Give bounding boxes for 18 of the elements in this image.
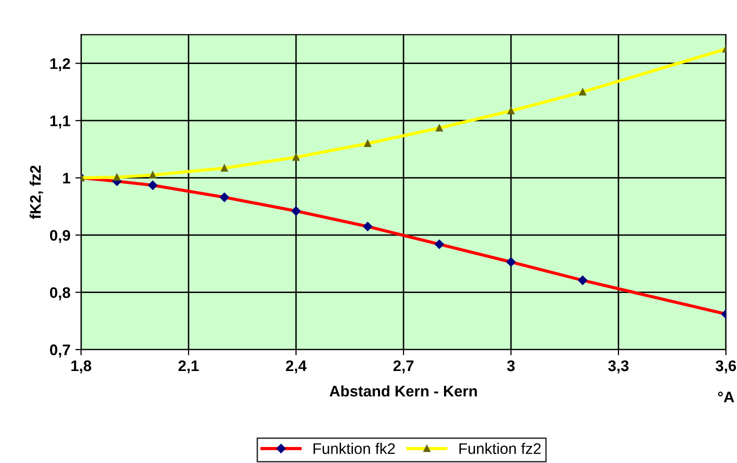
x-tick-label: 3 — [507, 360, 515, 372]
y-tick-label: 1 — [63, 172, 70, 184]
y-tick-label: 0,7 — [50, 344, 70, 358]
x-axis-title: Abstand Kern - Kern — [330, 385, 477, 397]
y-axis-title: fK2, fz2 — [30, 166, 44, 220]
x-tick-label: 3,3 — [608, 360, 629, 374]
x-tick-label: 2,4 — [286, 360, 307, 374]
x-tick-label: 3,6 — [716, 360, 736, 374]
x-tick-label: 2,1 — [178, 360, 199, 374]
y-tick-label: 1,1 — [50, 116, 70, 128]
legend-label: Funktion fz2 — [459, 442, 541, 454]
x-tick-label: 2,7 — [393, 360, 414, 374]
y-tick-label: 1,2 — [50, 58, 70, 72]
y-tick-label: 0,8 — [50, 287, 70, 300]
x-tick-label: 1,8 — [71, 360, 92, 374]
text: °A — [718, 392, 734, 402]
y-tick-label: 0,9 — [50, 230, 70, 243]
legend-label: Funktion fk2 — [314, 442, 395, 454]
